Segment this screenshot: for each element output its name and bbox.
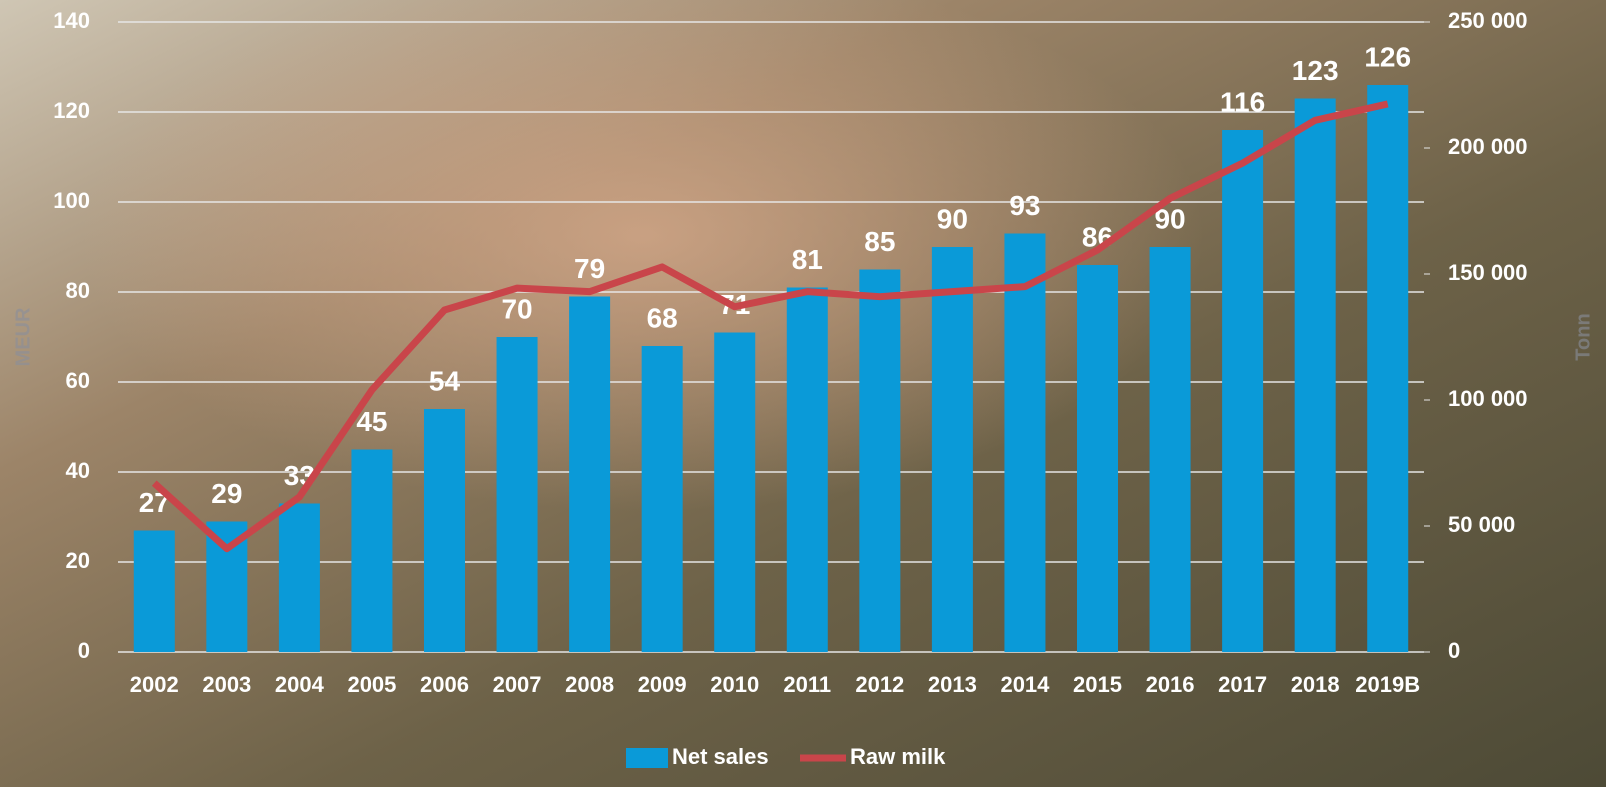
bar — [206, 521, 248, 652]
data-label: 116 — [1220, 86, 1265, 117]
y2-tick-label: 100 000 — [1448, 386, 1528, 411]
y-tick-label: 0 — [78, 638, 90, 663]
x-tick-label: 2009 — [638, 672, 687, 697]
x-tick-label: 2006 — [420, 672, 469, 697]
bar — [931, 247, 973, 652]
y-tick-label: 100 — [53, 188, 90, 213]
bar — [859, 269, 901, 652]
y2-tick-label: 50 000 — [1448, 512, 1515, 537]
bar — [133, 530, 175, 652]
data-label: 79 — [574, 253, 605, 284]
x-tick-label: 2002 — [130, 672, 179, 697]
x-tick-label: 2019B — [1355, 672, 1420, 697]
bar — [424, 409, 465, 652]
y-tick-label: 40 — [66, 458, 90, 483]
x-tick-label: 2017 — [1218, 672, 1267, 697]
y2-axis-title: Tonn — [1572, 313, 1594, 360]
data-label: 85 — [864, 226, 895, 257]
y2-tick-label: 0 — [1448, 638, 1460, 663]
y-tick-label: 120 — [53, 98, 90, 123]
data-label: 68 — [647, 302, 678, 333]
legend-label: Raw milk — [850, 744, 946, 769]
y2-tick-label: 200 000 — [1448, 134, 1528, 159]
data-label: 90 — [937, 203, 968, 234]
x-tick-label: 2010 — [710, 672, 759, 697]
bar — [569, 296, 611, 652]
y-tick-label: 60 — [66, 368, 90, 393]
bar — [786, 287, 828, 652]
bar — [1294, 98, 1336, 652]
bar — [714, 332, 756, 652]
x-tick-label: 2016 — [1146, 672, 1195, 697]
bar — [1004, 233, 1046, 652]
bar — [351, 449, 393, 652]
x-tick-label: 2012 — [855, 672, 904, 697]
x-tick-label: 2014 — [1000, 672, 1050, 697]
bar — [641, 346, 683, 652]
x-tick-label: 2004 — [275, 672, 325, 697]
legend-label: Net sales — [672, 744, 769, 769]
x-tick-label: 2015 — [1073, 672, 1122, 697]
line — [151, 100, 1389, 553]
data-label: 29 — [211, 478, 242, 509]
bar — [1077, 265, 1118, 652]
x-tick-label: 2018 — [1291, 672, 1340, 697]
y-tick-label: 80 — [66, 278, 90, 303]
x-tick-label: 2007 — [493, 672, 542, 697]
data-label: 126 — [1364, 41, 1411, 72]
x-tick-label: 2005 — [347, 672, 396, 697]
bar — [1149, 247, 1191, 652]
y-tick-label: 20 — [66, 548, 90, 573]
bar — [278, 503, 320, 652]
data-label: 54 — [429, 365, 461, 396]
x-tick-label: 2003 — [202, 672, 251, 697]
legend-swatch — [626, 748, 668, 768]
y2-tick-label: 250 000 — [1448, 8, 1528, 33]
x-tick-label: 2013 — [928, 672, 977, 697]
x-tick-label: 2008 — [565, 672, 614, 697]
data-label: 123 — [1292, 55, 1339, 86]
data-label: 70 — [501, 293, 532, 324]
bar — [1367, 85, 1409, 652]
bar — [1222, 130, 1264, 652]
data-label: 93 — [1009, 190, 1040, 221]
x-tick-label: 2011 — [783, 672, 831, 697]
bar — [496, 337, 538, 652]
y-axis-title: MEUR — [12, 307, 34, 366]
data-label: 81 — [792, 244, 823, 275]
y-tick-label: 140 — [53, 8, 90, 33]
y2-tick-label: 150 000 — [1448, 260, 1528, 285]
